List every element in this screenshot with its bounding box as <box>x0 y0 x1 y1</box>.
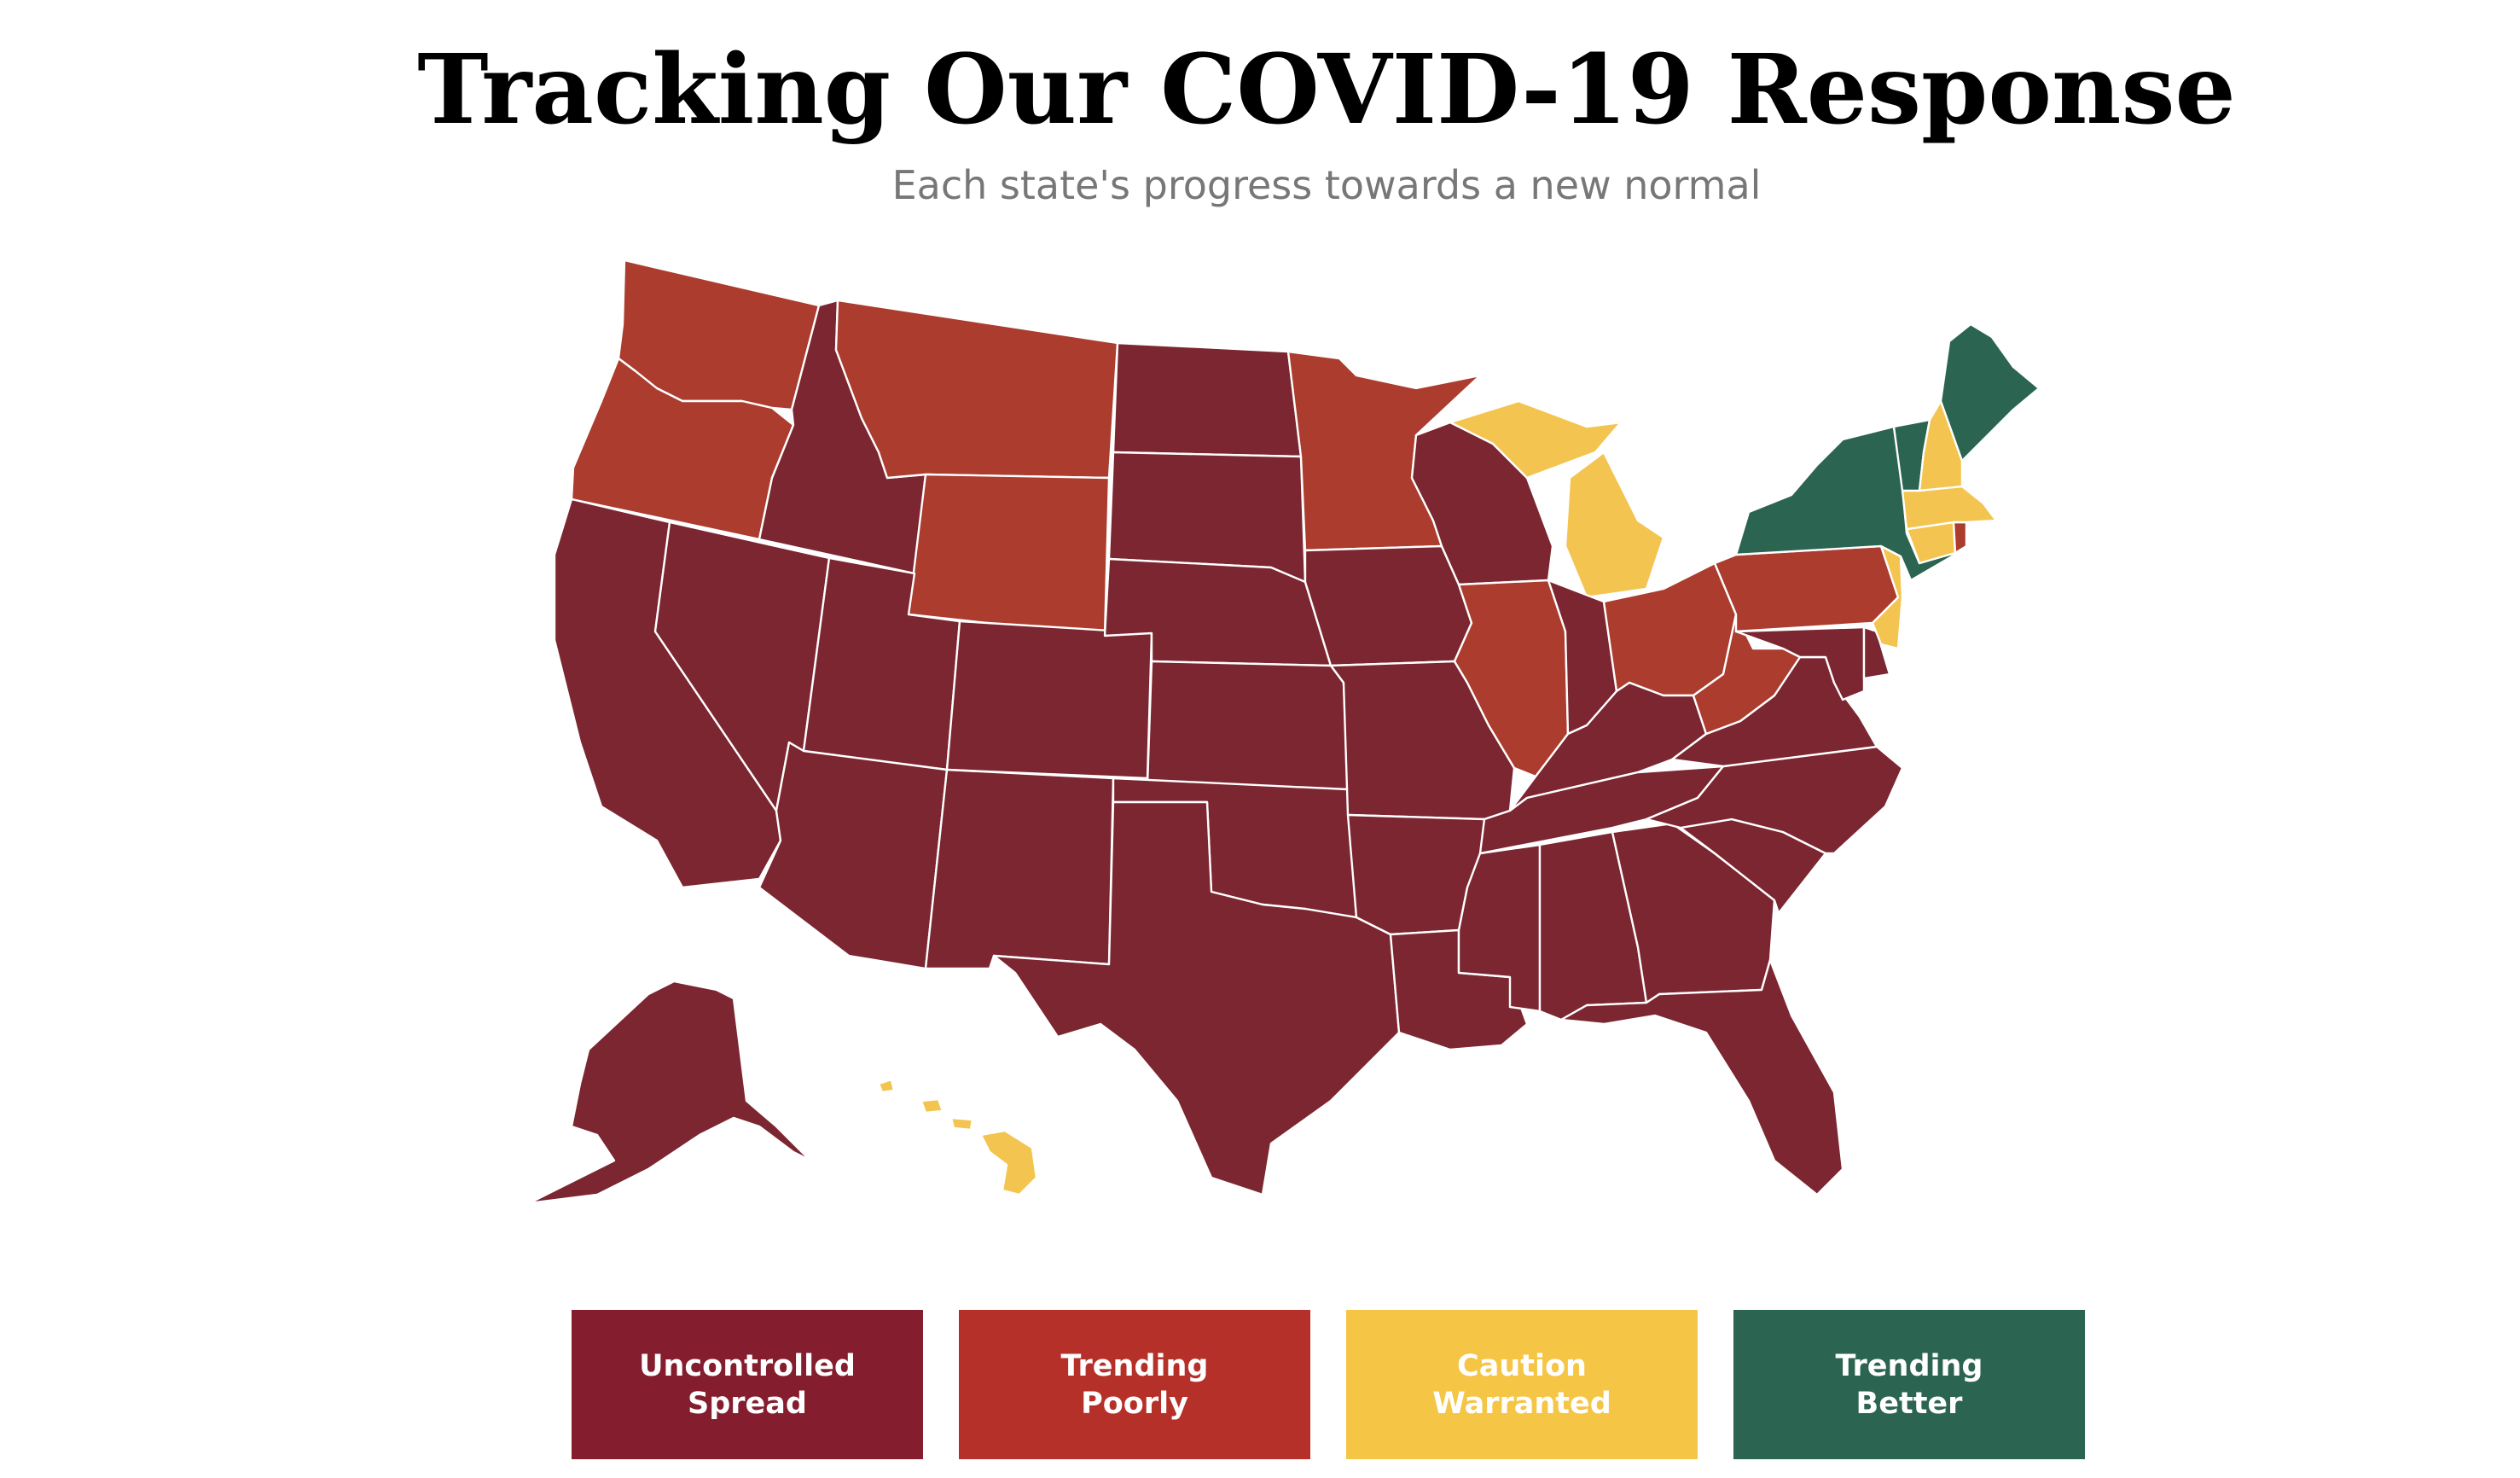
state-de[interactable] <box>1862 626 1891 680</box>
state-nj[interactable] <box>1871 544 1904 650</box>
state-nm[interactable] <box>924 768 1115 970</box>
legend-label: Caution Warranted <box>1432 1348 1611 1421</box>
state-me[interactable] <box>1939 323 2041 463</box>
state-ma[interactable] <box>1901 485 1998 531</box>
legend-item-trending-better: Trending Better <box>1733 1310 2085 1459</box>
state-hi[interactable] <box>877 1078 1038 1196</box>
state-ri[interactable] <box>1952 521 1968 555</box>
state-nc[interactable] <box>1645 745 1904 855</box>
state-tx[interactable] <box>992 800 1401 1196</box>
state-md[interactable] <box>1734 626 1866 701</box>
state-fl[interactable] <box>1559 958 1844 1196</box>
legend-item-uncontrolled-spread: Uncontrolled Spread <box>572 1310 923 1459</box>
state-ks[interactable] <box>1146 660 1350 791</box>
page-title: Tracking Our COVID-19 Response <box>417 34 2236 146</box>
legend-item-caution-warranted: Caution Warranted <box>1346 1310 1698 1459</box>
state-ak[interactable] <box>527 980 812 1205</box>
legend: Uncontrolled Spread Trending Poorly Caut… <box>572 1310 2090 1459</box>
state-nd[interactable] <box>1112 341 1303 458</box>
state-az[interactable] <box>758 741 949 970</box>
legend-label: Trending Poorly <box>1060 1348 1209 1421</box>
us-state-map <box>527 259 2041 1205</box>
state-ia[interactable] <box>1304 544 1473 667</box>
legend-label: Trending Better <box>1835 1348 1983 1421</box>
state-co[interactable] <box>945 620 1153 780</box>
state-mi[interactable] <box>1449 399 1665 599</box>
state-mt[interactable] <box>834 299 1119 480</box>
legend-item-trending-poorly: Trending Poorly <box>959 1310 1310 1459</box>
state-pa[interactable] <box>1713 544 1900 633</box>
state-wy[interactable] <box>907 473 1111 637</box>
page-subtitle: Each state's progress towards a new norm… <box>891 162 1762 208</box>
legend-label: Uncontrolled Spread <box>639 1348 856 1421</box>
